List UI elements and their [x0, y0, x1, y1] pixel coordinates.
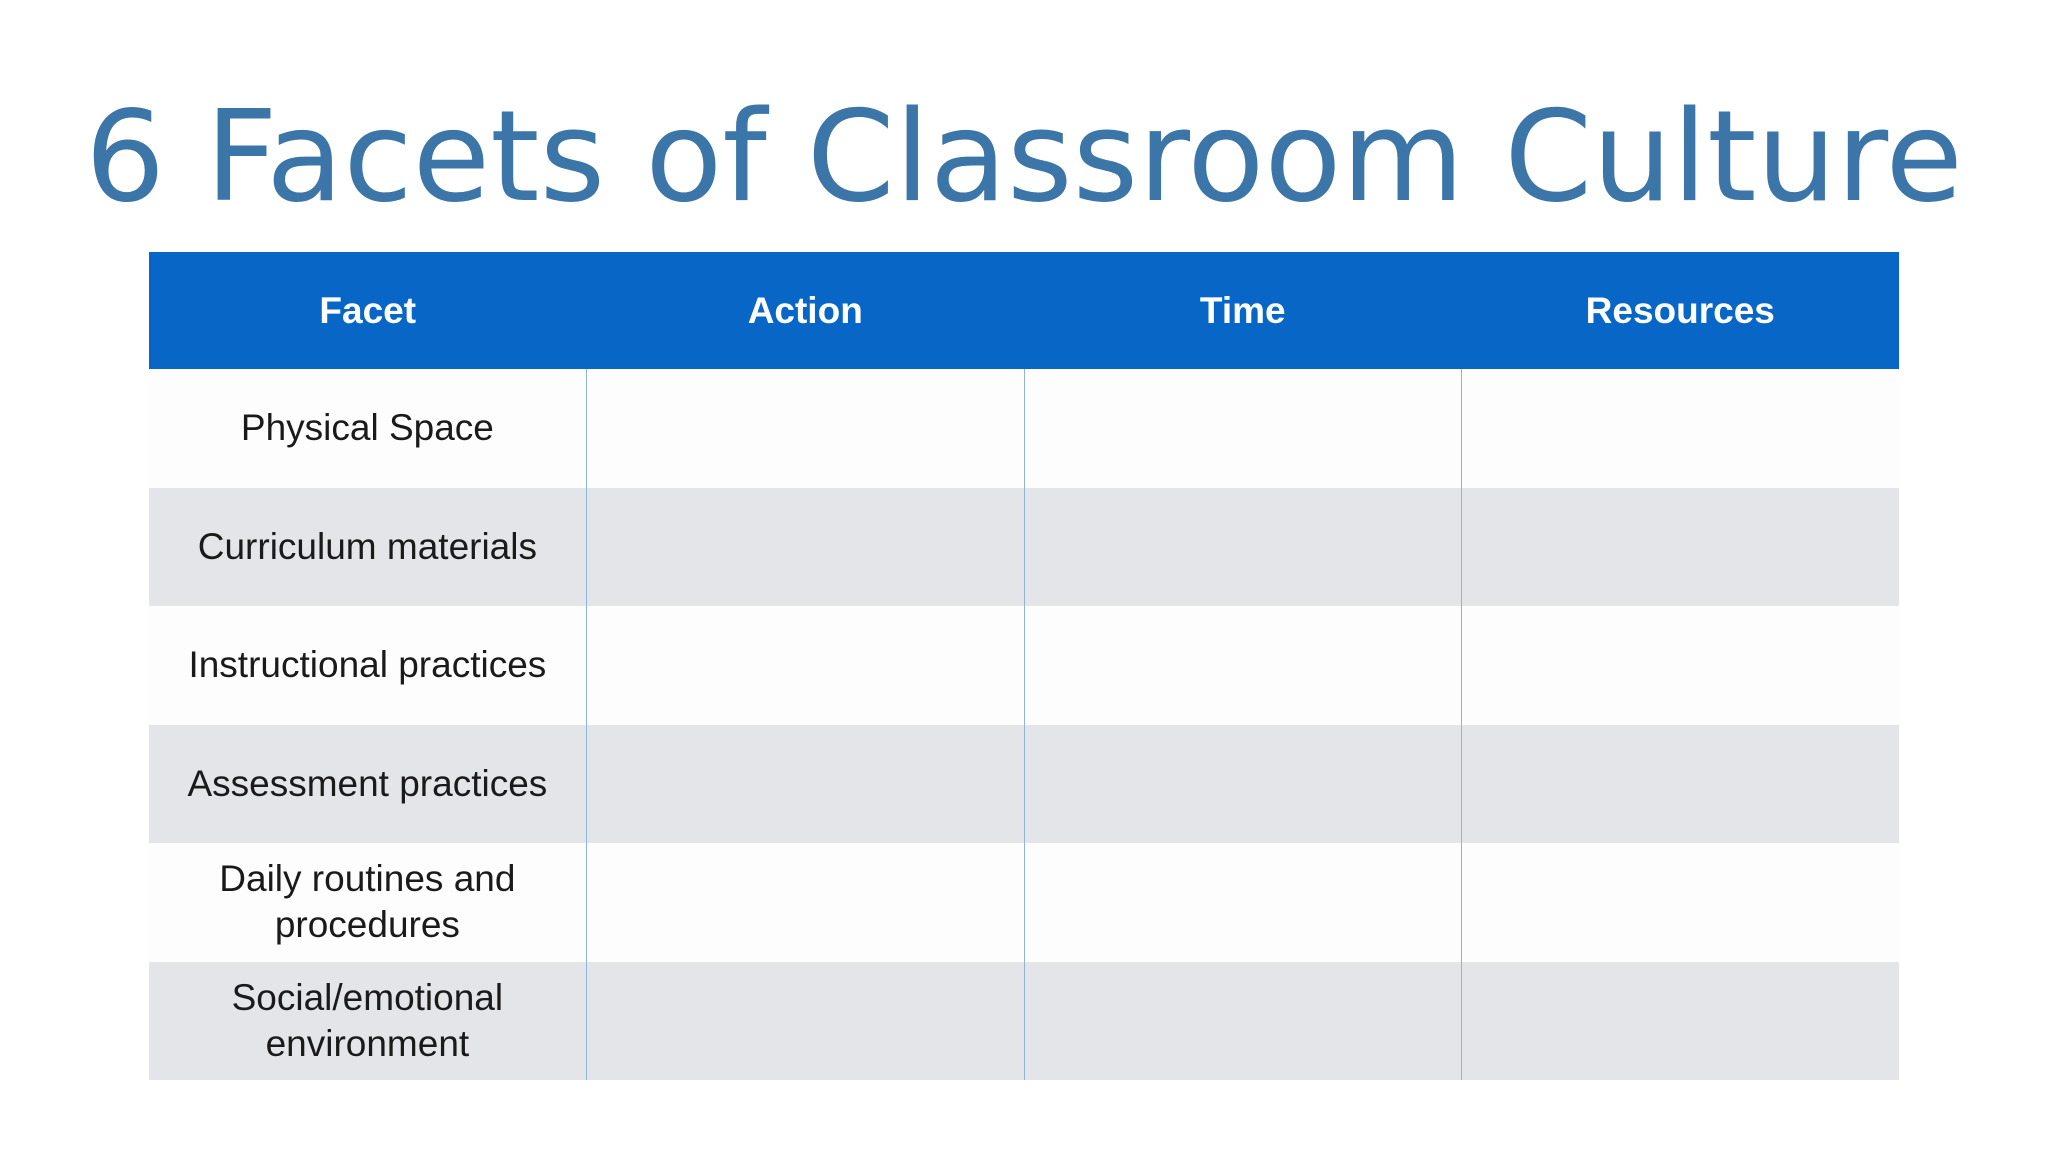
facets-table: Facet Action Time Resources Physical Spa…: [149, 252, 1899, 1080]
resources-cell: [1462, 843, 1899, 962]
resources-cell: [1462, 369, 1899, 488]
action-cell: [587, 369, 1025, 488]
action-cell: [587, 487, 1025, 606]
action-cell: [587, 961, 1025, 1080]
resources-cell: [1462, 488, 1899, 607]
facet-label: Physical Space: [240, 407, 494, 449]
resources-cell: [1462, 725, 1899, 844]
facet-label: Instructional practices: [188, 644, 547, 686]
facet-label: Daily routines and procedures: [219, 858, 516, 946]
header-resources: Resources: [1585, 289, 1775, 331]
resources-cell: [1462, 962, 1899, 1081]
time-cell: [1025, 369, 1463, 488]
facet-cell: Physical Space: [149, 369, 587, 488]
facet-cell: Instructional practices: [149, 606, 587, 725]
facet-cell: Curriculum materials: [149, 487, 587, 606]
facet-label: Social/emotional environment: [231, 976, 504, 1064]
table-row: Social/emotional environment: [149, 961, 1899, 1081]
header-time: Time: [1199, 289, 1286, 331]
resources-cell: [1462, 606, 1899, 725]
time-cell: [1025, 606, 1463, 725]
action-cell: [587, 606, 1025, 725]
facet-cell: Social/emotional environment: [149, 961, 587, 1080]
header-action: Action: [747, 289, 863, 331]
facet-cell: Daily routines and procedures: [149, 843, 587, 962]
table-row: Physical Space: [149, 369, 1899, 488]
action-cell: [587, 843, 1025, 962]
table-row: Instructional practices: [149, 606, 1899, 725]
table-header-row: Facet Action Time Resources: [149, 252, 1899, 369]
facet-cell: Assessment practices: [149, 724, 587, 843]
header-facet: Facet: [319, 289, 417, 331]
time-cell: [1025, 961, 1463, 1080]
table-row: Daily routines and procedures: [149, 843, 1899, 962]
time-cell: [1025, 843, 1463, 962]
facet-label: Assessment practices: [187, 762, 548, 804]
facet-label: Curriculum materials: [197, 525, 537, 567]
table-row: Curriculum materials: [149, 487, 1899, 607]
time-cell: [1025, 487, 1463, 606]
action-cell: [587, 724, 1025, 843]
table-row: Assessment practices: [149, 724, 1899, 844]
time-cell: [1025, 724, 1463, 843]
page-title: 6 Facets of Classroom Culture: [85, 83, 1963, 230]
